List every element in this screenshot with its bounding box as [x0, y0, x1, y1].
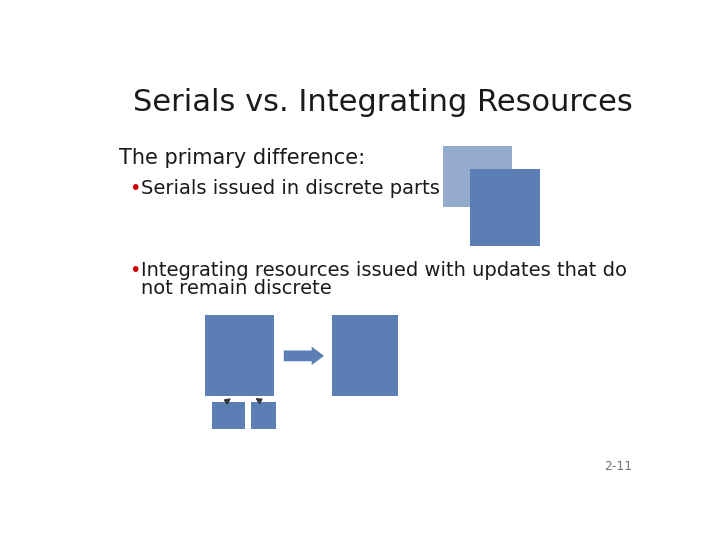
Text: Integrating resources issued with updates that do: Integrating resources issued with update…	[141, 261, 627, 280]
Text: not remain discrete: not remain discrete	[141, 279, 332, 298]
Bar	[469, 168, 539, 246]
Bar	[332, 315, 397, 396]
Bar	[443, 146, 513, 207]
Text: Serials issued in discrete parts: Serials issued in discrete parts	[141, 179, 440, 198]
Bar	[204, 315, 274, 396]
Text: Serials vs. Integrating Resources: Serials vs. Integrating Resources	[132, 88, 632, 117]
Text: •: •	[129, 179, 140, 198]
FancyArrow shape	[284, 347, 324, 365]
Bar	[251, 402, 276, 429]
Text: The primary difference:: The primary difference:	[120, 148, 366, 168]
Text: 2-11: 2-11	[604, 460, 632, 473]
Text: •: •	[129, 261, 140, 280]
Bar	[212, 402, 245, 429]
